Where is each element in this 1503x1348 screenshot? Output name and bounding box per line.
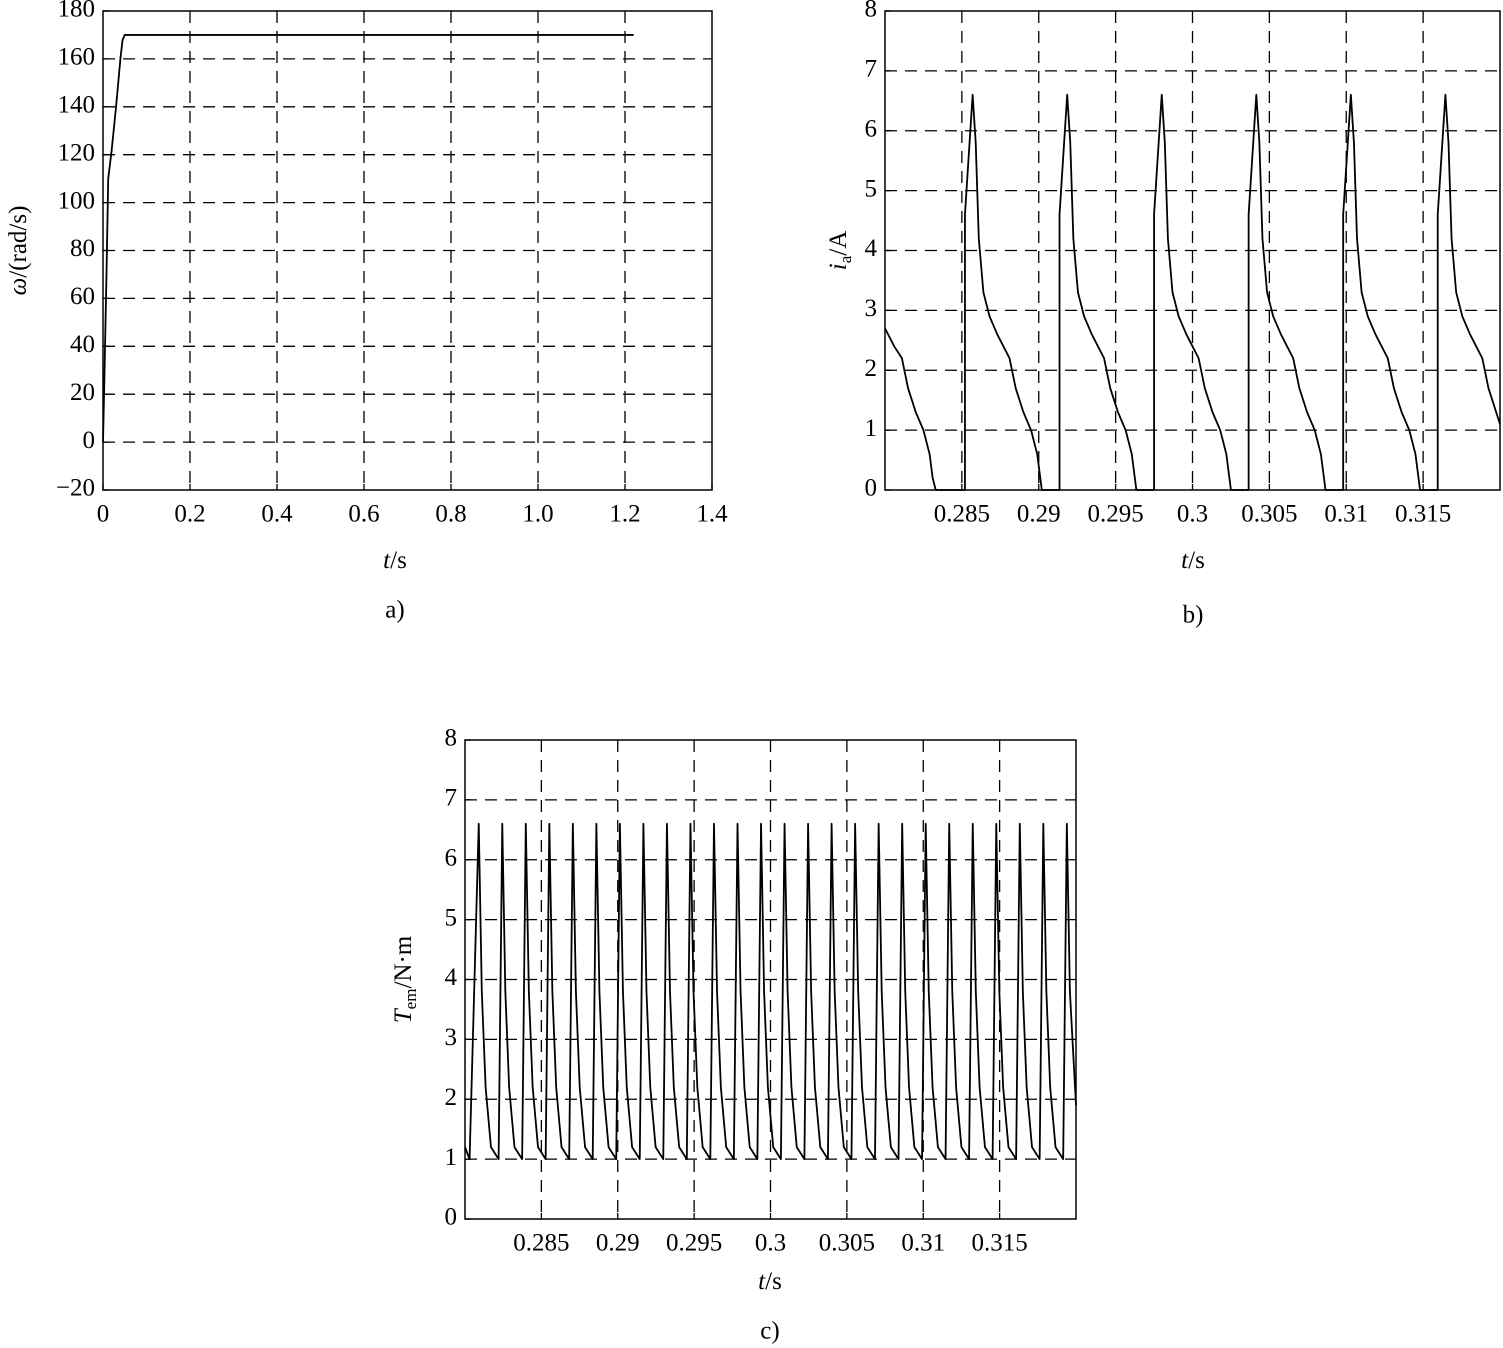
y-axis-label-unit: /N·m (390, 935, 417, 988)
plot-frame (884, 10, 1501, 491)
x-axis-label: t/s (383, 547, 407, 574)
y-tick-label: 0 (445, 1204, 458, 1231)
x-tick-label: 0.285 (513, 1230, 569, 1257)
x-tick-label: 0 (97, 501, 110, 528)
y-axis-label: ω/(rad/s) (5, 206, 32, 296)
y-axis-label-subscript: em (401, 989, 420, 1010)
y-tick-label: 7 (445, 785, 458, 812)
x-tick-label: 1.0 (522, 501, 553, 528)
caption: b) (1183, 602, 1204, 629)
y-tick-label: 4 (865, 235, 878, 262)
x-tick-label: 0.31 (901, 1230, 945, 1257)
y-tick-label: 5 (445, 904, 458, 931)
y-tick-label: 5 (865, 175, 878, 202)
y-tick-label: 100 (58, 187, 96, 214)
x-axis-label-unit: /s (1188, 547, 1205, 574)
x-axis-label-unit: /s (765, 1268, 782, 1295)
y-tick-label: 3 (865, 295, 878, 322)
y-tick-label: 1 (445, 1144, 458, 1171)
x-tick-label: 0.305 (819, 1230, 875, 1257)
y-axis-label-unit: /(rad/s) (5, 206, 32, 278)
x-tick-label: 0.2 (174, 501, 205, 528)
y-tick-label: 3 (445, 1024, 458, 1051)
y-tick-label: 2 (865, 355, 878, 382)
subplot: 0 1 2 3 4 5 6 7 8 0.285 0.29 0.295 0.3 0.305 0.31 0.315… (825, 0, 1501, 629)
y-tick-label: 120 (58, 139, 96, 166)
y-tick-label: 8 (865, 0, 878, 23)
y-tick-label: 6 (865, 115, 878, 142)
x-axis-label-symbol: t (758, 1268, 766, 1295)
x-tick-label: 0.6 (348, 501, 379, 528)
x-axis-label-symbol: t (383, 547, 391, 574)
x-axis-label: t/s (1181, 547, 1205, 574)
y-tick-label: 80 (70, 235, 95, 262)
y-tick-label: 20 (70, 379, 95, 406)
y-tick-label: 60 (70, 283, 95, 310)
x-tick-label: 0.29 (596, 1230, 640, 1257)
plot-frame (464, 739, 1077, 1220)
y-axis-label-subscript: a (836, 255, 855, 263)
caption: c) (760, 1318, 779, 1345)
x-tick-label: 0.305 (1241, 501, 1297, 528)
y-axis-label-symbol: T (390, 1007, 417, 1023)
x-axis-label-symbol: t (1181, 547, 1189, 574)
y-tick-label: 160 (58, 44, 96, 71)
data-line (102, 34, 634, 443)
x-tick-label: 0.295 (666, 1230, 722, 1257)
x-tick-label: 0.3 (1177, 501, 1208, 528)
y-tick-label: 140 (58, 92, 96, 119)
y-axis-label-symbol: ω (5, 278, 32, 296)
x-tick-label: 1.4 (696, 501, 728, 528)
y-axis-label: ia/A (825, 231, 855, 271)
y-tick-label: 8 (445, 725, 458, 752)
x-axis-label: t/s (758, 1268, 782, 1295)
y-tick-label: 4 (445, 964, 458, 991)
y-axis-label: Tem/N·m (390, 935, 420, 1023)
data-line (884, 93, 1501, 491)
y-tick-label: 7 (865, 56, 878, 83)
x-tick-label: 1.2 (609, 501, 640, 528)
x-tick-label: 0.315 (1395, 501, 1451, 528)
x-tick-label: 0.285 (934, 501, 990, 528)
x-tick-label: 0.4 (261, 501, 293, 528)
data-line (464, 822, 1077, 1161)
y-tick-label: −20 (56, 475, 95, 502)
x-tick-label: 0.295 (1088, 501, 1144, 528)
x-tick-label: 0.8 (435, 501, 466, 528)
plot-frame (102, 10, 713, 491)
y-tick-label: 0 (83, 427, 96, 454)
y-axis-label-unit: /A (825, 231, 852, 256)
x-axis-label-unit: /s (390, 547, 407, 574)
x-tick-label: 0.315 (972, 1230, 1028, 1257)
y-axis-label-symbol: i (825, 263, 852, 270)
x-tick-label: 0.3 (755, 1230, 786, 1257)
caption: a) (385, 597, 404, 624)
y-tick-label: 0 (865, 475, 878, 502)
y-tick-label: 6 (445, 844, 458, 871)
y-tick-label: 2 (445, 1084, 458, 1111)
y-tick-label: 40 (70, 331, 95, 358)
x-tick-label: 0.31 (1324, 501, 1368, 528)
y-tick-label: 1 (865, 415, 878, 442)
y-tick-label: 180 (58, 0, 96, 23)
x-tick-label: 0.29 (1017, 501, 1061, 528)
subplot: 0 1 2 3 4 5 6 7 8 0.285 0.29 0.295 0.3 0.305 0.31 0.315… (390, 725, 1077, 1345)
